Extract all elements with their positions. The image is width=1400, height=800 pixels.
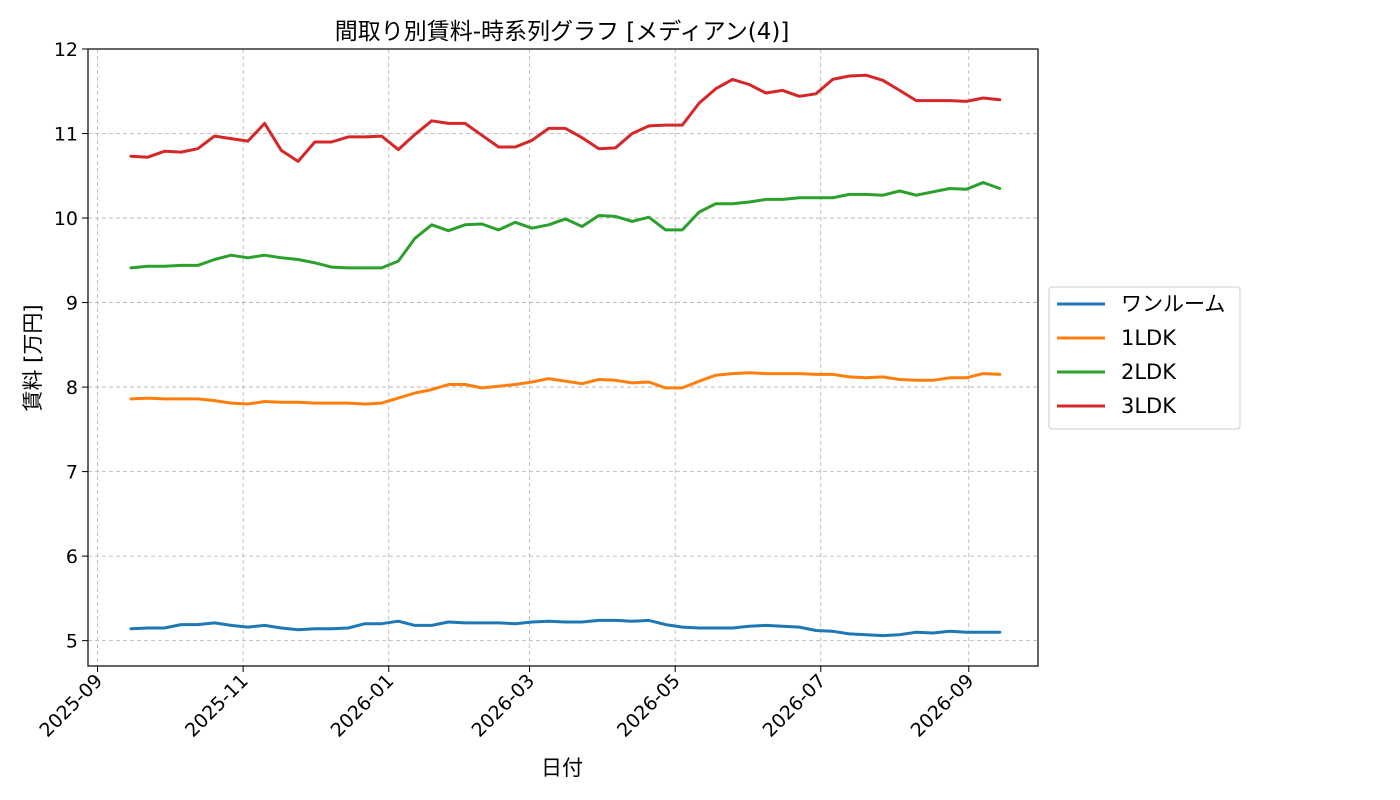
y-axis-label: 賃料 [万円] [21,304,45,411]
legend-label: 1LDK [1121,326,1177,350]
series-line-3 [129,73,1002,163]
series-line-1 [129,371,1002,406]
y-axis-ticks: 5 6 7 8 9 10 11 12 [54,39,88,653]
x-tick-label: 2026-01 [327,670,399,742]
x-tick-label: 2025-11 [181,670,253,742]
x-tick-label: 2026-07 [759,670,831,742]
x-axis-ticks: 2025-09 2025-11 2026-01 2026-03 2026-05 2026-… [35,666,978,742]
y-tick-label: 9 [66,293,78,315]
x-tick-label: 2025-09 [35,670,107,742]
x-axis-label: 日付 [541,756,583,780]
x-tick-label: 2026-09 [907,670,979,742]
y-tick-label: 5 [66,631,78,653]
x-tick-label: 2026-03 [467,670,539,742]
legend: ワンルーム 1LDK 2LDK 3LDK [1048,286,1241,430]
chart-title: 間取り別賃料-時系列グラフ [メディアン(4)] [335,19,790,45]
series-line-2 [129,181,1002,270]
y-tick-label: 12 [54,39,78,61]
y-tick-label: 6 [66,546,78,568]
y-tick-label: 8 [66,377,78,399]
plot-area-frame [87,48,1039,667]
legend-frame [1048,286,1241,430]
x-tick-label: 2026-05 [613,670,685,742]
grid [88,48,1038,666]
series-line-0 [129,618,1002,638]
legend-label: 3LDK [1121,394,1177,418]
legend-label: ワンルーム [1121,292,1225,316]
y-tick-label: 7 [66,462,78,484]
y-tick-label: 11 [54,124,78,146]
legend-label: 2LDK [1121,360,1177,384]
series-lines [129,73,1002,638]
y-tick-label: 10 [54,208,78,230]
